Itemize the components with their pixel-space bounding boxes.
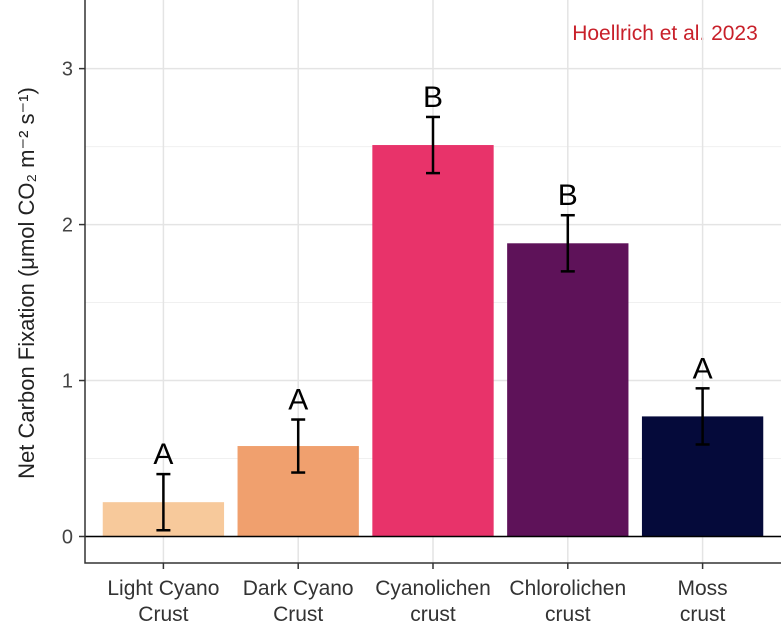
y-tick-label: 3	[62, 59, 73, 81]
letter-label: A	[153, 438, 173, 471]
bar	[372, 145, 494, 537]
y-tick-label: 2	[62, 215, 73, 237]
letter-label: A	[693, 352, 713, 385]
letter-label: B	[423, 81, 443, 114]
y-axis-label: Net Carbon Fixation (μmol CO₂ m⁻² s⁻¹)	[14, 87, 39, 479]
letter-label: A	[288, 384, 308, 417]
x-tick-label: Light Cyano Crust	[107, 577, 220, 626]
x-tick-label: Cyanolichen crust	[375, 577, 491, 626]
panel-border	[84, 0, 781, 564]
y-tick-label: 0	[62, 526, 73, 548]
x-tick-label: Moss crust	[677, 577, 728, 626]
x-tick-label: Chlorolichen crust	[509, 577, 627, 626]
x-tick-label: Dark Cyano Crust	[242, 577, 354, 626]
bar	[507, 243, 629, 537]
letter-label: B	[558, 179, 578, 212]
y-tick-label: 1	[62, 371, 73, 393]
annotation: Hoellrich et al. 2023	[572, 22, 758, 45]
